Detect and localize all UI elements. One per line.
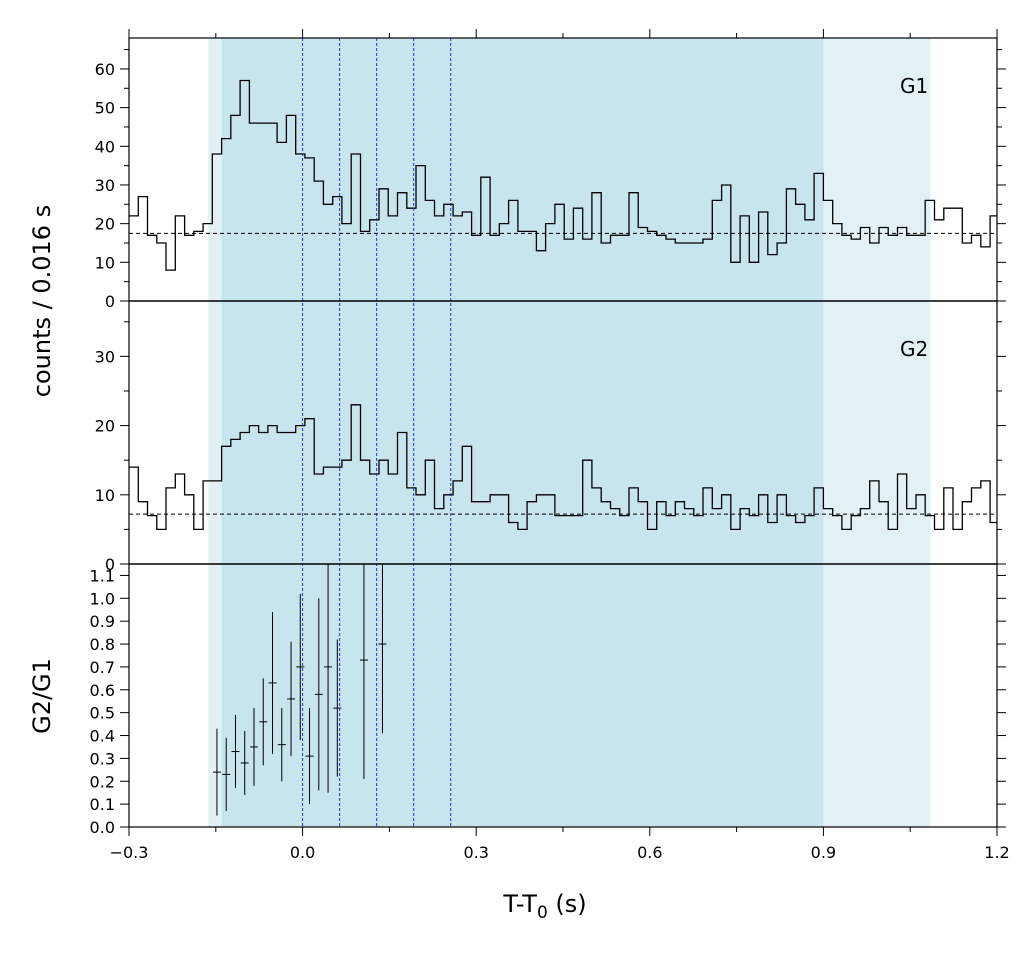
- ratio-ytick-label: 0.8: [90, 635, 115, 654]
- ratio-points: [212, 564, 387, 816]
- ratio-ytick-label: 1.1: [90, 566, 115, 585]
- x-tick-label: 1.2: [984, 843, 1009, 862]
- time-interval-lines: [302, 38, 452, 827]
- g2-y-ticks: 0 10 20 30: [95, 321, 1006, 574]
- plot-frame: [128, 37, 998, 828]
- ratio-ytick-label: 0.5: [90, 704, 115, 723]
- ratio-ytick-label: 0.6: [90, 681, 115, 700]
- inner-shaded-region: [221, 38, 824, 827]
- g2-ytick-label: 20: [95, 417, 115, 436]
- g2-panel-label: G2: [900, 337, 928, 361]
- g1-ytick-label: 10: [95, 253, 115, 272]
- ratio-ytick-label: 0.9: [90, 612, 115, 631]
- x-tick-label: −0.3: [110, 843, 149, 862]
- ratio-ytick-label: 0.2: [90, 772, 115, 791]
- ratio-ytick-label: 0.0: [90, 818, 115, 837]
- g1-y-ticks: 0 10 20 30 40 50 60: [95, 49, 1006, 311]
- x-tick-label: 0.0: [290, 843, 315, 862]
- ratio-ytick-label: 0.3: [90, 749, 115, 768]
- x-tick-label: 0.9: [811, 843, 836, 862]
- g1-ytick-label: 20: [95, 215, 115, 234]
- g1-ytick-label: 0: [105, 292, 115, 311]
- ratio-ytick-label: 0.7: [90, 658, 115, 677]
- g1-ytick-label: 60: [95, 60, 115, 79]
- panel-g2: 0 10 20 30 G2: [95, 321, 1006, 574]
- panel-ratio: 0.0 0.1 0.2 0.3 0.4 0.5 0.6 0.7 0.8 0.9 1.0 1.1: [90, 564, 1006, 837]
- x-axis-ticks: −0.3 0.0 0.3 0.6 0.9 1.2: [110, 29, 1010, 862]
- panel-g1: 0 10 20 30 40 50 60 G1: [95, 49, 1006, 311]
- x-axis-label-suffix: (s): [548, 890, 587, 918]
- g2-ytick-label: 30: [95, 347, 115, 366]
- x-axis-label-main: T-T: [502, 890, 537, 918]
- ratio-ytick-label: 1.0: [90, 589, 115, 608]
- g1-histogram-line: [129, 79, 997, 271]
- y-axis-label-counts: counts / 0.016 s: [28, 205, 56, 397]
- g2-ytick-label: 0: [105, 555, 115, 574]
- x-tick-label: 0.6: [637, 843, 662, 862]
- x-tick-label: 0.3: [463, 843, 488, 862]
- ratio-ytick-label: 0.1: [90, 795, 115, 814]
- g1-ytick-label: 40: [95, 137, 115, 156]
- g1-ytick-label: 30: [95, 176, 115, 195]
- g1-panel-label: G1: [900, 74, 928, 98]
- g2-ytick-label: 10: [95, 486, 115, 505]
- y-axis-label-ratio: G2/G1: [28, 658, 56, 734]
- x-axis-label: T-T0 (s): [502, 890, 586, 923]
- ratio-ytick-label: 0.4: [90, 727, 115, 746]
- x-axis-label-sub: 0: [537, 903, 548, 923]
- ratio-y-ticks: 0.0 0.1 0.2 0.3 0.4 0.5 0.6 0.7 0.8 0.9 1.0 1.1: [90, 566, 1006, 837]
- shaded-regions: [208, 38, 931, 827]
- g1-ytick-label: 50: [95, 99, 115, 118]
